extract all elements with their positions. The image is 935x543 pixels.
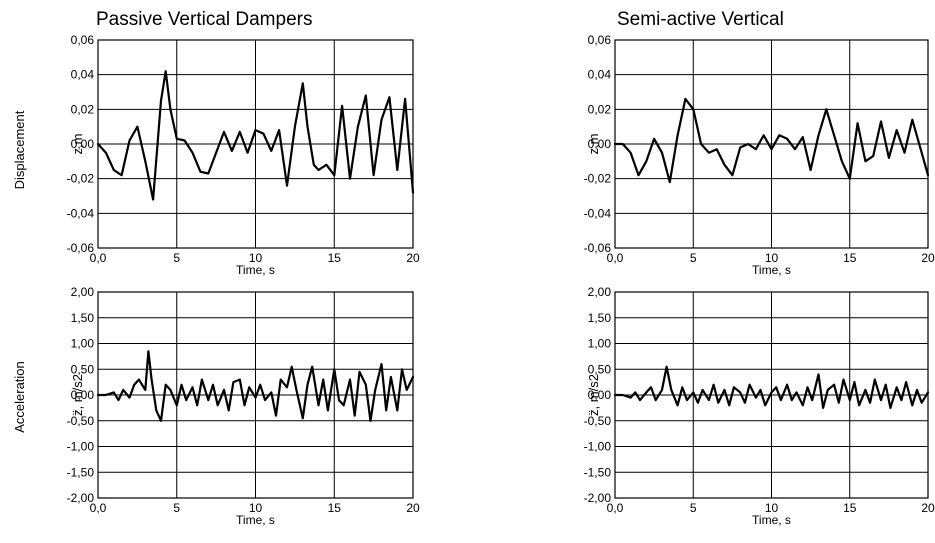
x-tick-label: 15 — [843, 501, 857, 515]
y-tick-label: 0,04 — [588, 68, 612, 82]
chart-panel-2: 0,06 0,04 0,02 0,00 -0,02 -0,04 -0,060,0 5 10 15 2… — [584, 33, 935, 277]
y-tick-label: 0,02 — [71, 102, 95, 116]
chart-panel-4: 2,00 1,50 1,00 0,50 0,00 -0,50 -1,00 -1,50 -2,00… — [584, 285, 935, 527]
x-tick-label: 0,0 — [607, 501, 624, 515]
y-tick-label: -0,02 — [67, 172, 95, 186]
y-tick-label: -0,50 — [584, 414, 612, 428]
y-tick-label: 0,00 — [588, 137, 612, 151]
series-line — [96, 350, 415, 422]
y-axis-label: z̈, m/s2 — [586, 374, 601, 416]
y-tick-label: 0,04 — [71, 68, 95, 82]
x-tick-label: 10 — [765, 501, 779, 515]
y-tick-label: 0,50 — [71, 362, 95, 376]
chart-panel-3: 2,00 1,50 1,00 0,50 0,00 -0,50 -1,00 -1,50 -2,00… — [67, 285, 420, 527]
y-tick-label: -0,06 — [67, 241, 95, 255]
y-tick-label: 2,00 — [71, 285, 95, 299]
y-tick-label: -0,04 — [67, 206, 95, 220]
x-tick-label: 20 — [921, 251, 935, 265]
series-line — [613, 97, 930, 184]
x-tick-label: 5 — [690, 501, 697, 515]
y-tick-label: -0,02 — [584, 172, 612, 186]
x-tick-label: 20 — [406, 251, 420, 265]
series-line — [96, 70, 415, 201]
y-tick-label: -1,50 — [584, 465, 612, 479]
y-tick-label: 0,00 — [71, 388, 95, 402]
x-tick-label: 10 — [249, 501, 263, 515]
x-tick-label: 15 — [843, 251, 857, 265]
y-tick-label: -0,04 — [584, 206, 612, 220]
y-axis-label: z̈, m/s2 — [70, 374, 85, 416]
chart-panel-1: 0,06 0,04 0,02 0,00 -0,02 -0,04 -0,060,0 5 10 15 2… — [67, 33, 420, 277]
y-axis-label: z,m — [586, 134, 601, 155]
x-tick-label: 20 — [406, 501, 420, 515]
panel-title-passive: Passive Vertical Dampers — [96, 9, 312, 30]
x-tick-label: 10 — [249, 251, 263, 265]
x-tick-label: 15 — [328, 501, 342, 515]
y-tick-label: -2,00 — [67, 491, 95, 505]
y-tick-label: 2,00 — [588, 285, 612, 299]
row-label-acceleration: Acceleration — [12, 361, 27, 433]
y-tick-label: 0,00 — [588, 388, 612, 402]
x-tick-label: 5 — [173, 501, 180, 515]
x-axis-label: Time, s — [752, 513, 791, 527]
x-tick-label: 0,0 — [90, 501, 107, 515]
x-tick-label: 15 — [328, 251, 342, 265]
y-tick-label: 0,06 — [588, 33, 612, 47]
x-tick-label: 5 — [173, 251, 180, 265]
x-tick-label: 20 — [921, 501, 935, 515]
panel-title-semiactive: Semi-active Vertical — [617, 9, 784, 30]
row-label-displacement: Displacement — [12, 110, 27, 189]
y-tick-label: 1,00 — [588, 337, 612, 351]
y-tick-label: 1,50 — [71, 311, 95, 325]
y-tick-label: -2,00 — [584, 491, 612, 505]
x-tick-label: 0,0 — [607, 251, 624, 265]
x-tick-label: 5 — [690, 251, 697, 265]
y-tick-label: 1,50 — [588, 311, 612, 325]
y-tick-label: 1,00 — [71, 337, 95, 351]
y-tick-label: -1,00 — [584, 440, 612, 454]
x-axis-label: Time, s — [236, 513, 275, 527]
y-tick-label: -0,50 — [67, 414, 95, 428]
y-tick-label: -0,06 — [584, 241, 612, 255]
y-axis-label: z,m — [70, 134, 85, 155]
x-tick-label: 10 — [765, 251, 779, 265]
y-tick-label: 0,02 — [588, 102, 612, 116]
y-tick-label: 0,00 — [71, 137, 95, 151]
y-tick-label: -1,50 — [67, 465, 95, 479]
y-tick-label: -1,00 — [67, 440, 95, 454]
y-tick-label: 0,50 — [588, 362, 612, 376]
x-axis-label: Time, s — [752, 263, 791, 277]
x-axis-label: Time, s — [236, 263, 275, 277]
x-tick-label: 0,0 — [90, 251, 107, 265]
series-line — [613, 365, 930, 409]
y-tick-label: 0,06 — [71, 33, 95, 47]
